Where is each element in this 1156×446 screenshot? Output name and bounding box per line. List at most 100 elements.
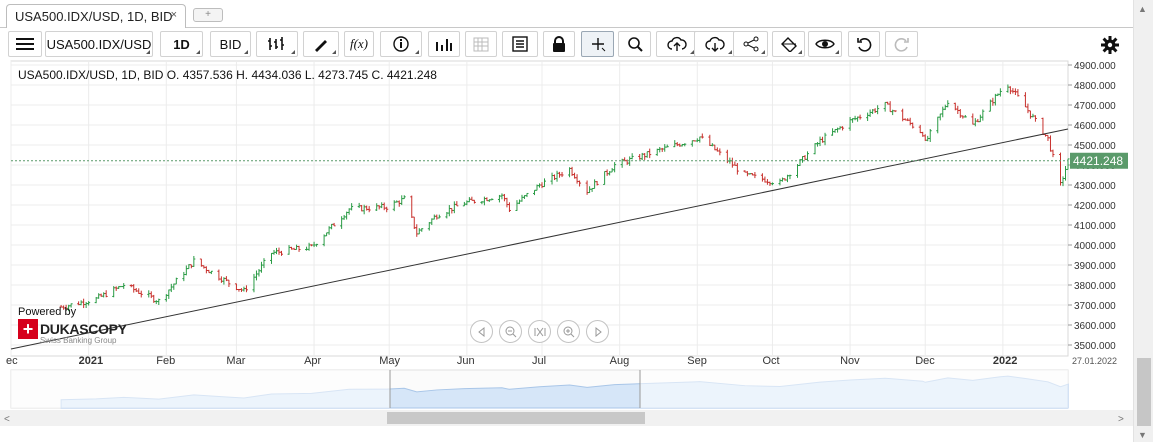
crosshair-button[interactable] — [581, 31, 614, 57]
triangle-right-icon — [595, 326, 602, 337]
function-icon: f(x) — [349, 36, 369, 51]
chart-tab-title: USA500.IDX/USD, 1D, BID — [15, 9, 173, 24]
x-tick-label: Apr — [304, 355, 321, 367]
scroll-down-icon[interactable]: ▼ — [1138, 430, 1147, 440]
add-tab-button[interactable]: + — [193, 8, 223, 22]
powered-by-label: Powered by — [18, 306, 77, 318]
hamburger-icon — [16, 38, 34, 50]
share-button[interactable] — [733, 31, 768, 57]
tab-bar: USA500.IDX/USD, 1D, BID × + — [0, 0, 1133, 28]
scroll-right-icon: > — [1118, 414, 1124, 425]
y-tick-label: 4500.000 — [1074, 141, 1116, 152]
toolbar: USA500.IDX/USD 1D BID f(x) — [0, 28, 1133, 60]
data-table-icon — [512, 36, 528, 52]
download-button[interactable] — [694, 31, 735, 57]
lock-button[interactable] — [543, 31, 575, 57]
scroll-right-button[interactable] — [586, 320, 609, 343]
ohlc-bars — [59, 84, 1070, 312]
y-tick-label: 4100.000 — [1074, 221, 1116, 232]
date-label: 27.01.2022 — [1072, 356, 1117, 366]
y-tick-label: 3700.000 — [1074, 301, 1116, 312]
crosshair-icon — [591, 38, 605, 52]
chart-tab[interactable]: USA500.IDX/USD, 1D, BID × — [6, 4, 186, 28]
y-tick-label: 4700.000 — [1074, 101, 1116, 112]
theme-icon — [780, 37, 797, 52]
scrollbar-thumb[interactable] — [1137, 358, 1151, 426]
y-tick-label: 3600.000 — [1074, 321, 1116, 332]
draw-button[interactable] — [303, 31, 339, 57]
calendar-button[interactable] — [465, 31, 497, 57]
page-scrollbar[interactable]: ▲ ▼ — [1133, 0, 1153, 442]
info-icon — [393, 36, 409, 52]
x-tick-label: 2021 — [79, 355, 103, 367]
x-tick-label: Jul — [532, 355, 546, 367]
undo-button[interactable] — [848, 31, 880, 57]
triangle-left-icon — [477, 326, 484, 337]
y-tick-label: 3500.000 — [1074, 341, 1116, 352]
instrument-select[interactable]: USA500.IDX/USD — [45, 31, 153, 57]
x-tick-label: ec — [6, 355, 18, 367]
chart-navigation — [470, 320, 609, 343]
share-icon — [743, 36, 758, 52]
brand-tagline: Swiss Banking Group — [40, 336, 117, 345]
last-price-badge — [1070, 152, 1128, 169]
data-table-button[interactable] — [502, 31, 538, 57]
x-tick-label: Sep — [687, 355, 707, 367]
scroll-left-icon: < — [4, 414, 10, 425]
period-select[interactable]: 1D — [160, 31, 203, 57]
volume-button[interactable] — [428, 31, 460, 57]
x-tick-label: May — [379, 355, 400, 367]
side-label: BID — [219, 36, 242, 52]
menu-button[interactable] — [8, 31, 42, 57]
zoom-out-button[interactable] — [499, 320, 522, 343]
calendar-icon — [473, 37, 489, 52]
zoom-in-button[interactable] — [557, 320, 580, 343]
side-select[interactable]: BID — [210, 31, 251, 57]
eye-icon — [815, 39, 835, 49]
zoom-out-icon — [505, 326, 516, 337]
x-tick-label: 2022 — [993, 355, 1017, 367]
info-button[interactable] — [380, 31, 422, 57]
undo-icon — [857, 38, 872, 52]
last-price-label: 4421.248 — [1073, 154, 1123, 168]
y-tick-label: 3800.000 — [1074, 281, 1116, 292]
reset-view-button[interactable] — [528, 320, 551, 343]
chart-area[interactable]: 3500.000 3600.000 3700.000 3800.000 3900.000… — [0, 60, 1133, 442]
candle-type-icon — [268, 37, 284, 50]
volume-bars-icon — [436, 39, 452, 51]
y-tick-label: 3900.000 — [1074, 261, 1116, 272]
theme-button[interactable] — [772, 31, 805, 57]
reset-view-icon — [534, 327, 545, 336]
y-tick-label: 4600.000 — [1074, 121, 1116, 132]
trendline — [10, 128, 1069, 350]
x-tick-label: Jun — [457, 355, 475, 367]
close-tab-icon[interactable]: × — [170, 9, 177, 21]
horizontal-scrollbar-thumb — [387, 412, 645, 424]
x-tick-label: Dec — [915, 355, 935, 367]
price-chart[interactable]: 3500.000 3600.000 3700.000 3800.000 3900.000… — [0, 60, 1133, 442]
lock-icon — [553, 36, 565, 52]
upload-button[interactable] — [656, 31, 697, 57]
swiss-cross-icon: + — [18, 319, 38, 339]
visibility-button[interactable] — [808, 31, 842, 57]
download-cloud-icon — [704, 36, 725, 52]
y-tick-label: 4300.000 — [1074, 181, 1116, 192]
y-tick-label: 4000.000 — [1074, 241, 1116, 252]
x-tick-label: Aug — [610, 355, 630, 367]
settings-button[interactable] — [1100, 35, 1120, 55]
navigator-mask-left — [11, 370, 390, 408]
zoom-button[interactable] — [618, 31, 651, 57]
brand-name: DUKASCOPY — [40, 321, 127, 337]
ohlc-readout: USA500.IDX/USD, 1D, BID O. 4357.536 H. 4… — [18, 68, 437, 82]
y-tick-label: 4800.000 — [1074, 81, 1116, 92]
instrument-label: USA500.IDX/USD — [46, 36, 152, 52]
scroll-up-icon[interactable]: ▲ — [1138, 4, 1147, 14]
scroll-left-button[interactable] — [470, 320, 493, 343]
x-tick-label: Nov — [840, 355, 860, 367]
y-tick-label: 4200.000 — [1074, 201, 1116, 212]
dukascopy-logo: Powered by + DUKASCOPY Swiss Banking Gro… — [18, 306, 127, 345]
function-button[interactable]: f(x) — [344, 31, 374, 57]
redo-button[interactable] — [885, 31, 918, 57]
candle-type-button[interactable] — [256, 31, 298, 57]
x-tick-label: Feb — [156, 355, 175, 367]
